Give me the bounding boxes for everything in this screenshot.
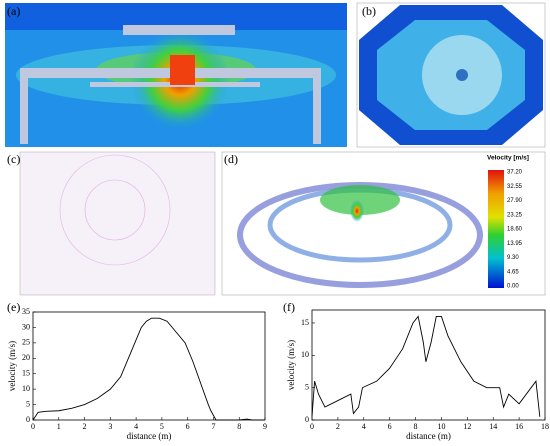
x-tick-label: 18 — [541, 422, 549, 431]
x-axis-label: distance (m) — [406, 431, 451, 441]
colorbar-tick: 18.60 — [507, 227, 523, 233]
data-line — [32, 317, 265, 421]
x-tick-label: 4 — [362, 422, 366, 431]
colorbar-title: Velocity [m/s] — [487, 155, 529, 162]
y-axis-label: velocity (m/s) — [286, 340, 296, 390]
y-tick-label: 35 — [22, 307, 30, 316]
cfd-top-view — [356, 2, 546, 148]
panel-label: (a) — [7, 4, 20, 18]
colorbar-tick: 27.90 — [507, 198, 523, 204]
x-tick-label: 3 — [108, 422, 112, 431]
x-tick-label: 6 — [388, 422, 392, 431]
x-tick-label: 16 — [515, 422, 523, 431]
data-line — [311, 315, 541, 417]
panel-label: (d) — [224, 152, 238, 166]
x-tick-label: 10 — [437, 422, 445, 431]
vector-field — [19, 151, 216, 296]
plot-frame — [32, 311, 266, 421]
plot-frame — [311, 309, 546, 421]
y-tick-label: 30 — [22, 322, 30, 331]
x-tick-label: 9 — [263, 422, 267, 431]
colorbar-tick: 37.20 — [507, 170, 523, 176]
colorbar-tick: 32.55 — [507, 184, 523, 190]
y-tick-label: 5 — [305, 382, 309, 391]
x-tick-label: 2 — [83, 422, 87, 431]
x-tick-label: 8 — [237, 422, 241, 431]
colorbar-tick: 0.00 — [507, 284, 519, 290]
x-tick-label: 5 — [160, 422, 164, 431]
x-tick-label: 2 — [336, 422, 340, 431]
y-tick-label: 0 — [305, 415, 309, 424]
colorbar-tick: 9.30 — [507, 255, 519, 261]
y-tick-label: 20 — [22, 353, 30, 362]
x-tick-label: 0 — [31, 422, 35, 431]
x-tick-label: 0 — [310, 422, 314, 431]
colorbar-tick: 23.25 — [507, 212, 523, 218]
y-tick-label: 0 — [26, 415, 30, 424]
y-tick-label: 10 — [301, 350, 309, 359]
colorbar-tick: 13.95 — [507, 241, 523, 247]
x-tick-label: 14 — [489, 422, 497, 431]
y-tick-label: 5 — [26, 399, 30, 408]
x-tick-label: 7 — [211, 422, 215, 431]
y-axis-label: velocity (m/s) — [7, 341, 17, 391]
panel-label: (f) — [283, 300, 295, 314]
x-tick-label: 12 — [463, 422, 471, 431]
x-tick-label: 1 — [57, 422, 61, 431]
y-tick-label: 10 — [22, 384, 30, 393]
x-tick-label: 6 — [186, 422, 190, 431]
y-tick-label: 15 — [22, 369, 30, 378]
colorbar-tick: 4.65 — [507, 269, 519, 275]
x-axis-label: distance (m) — [127, 431, 172, 441]
panel-label: (c) — [7, 152, 20, 166]
streamlines — [221, 151, 546, 296]
cfd-section — [5, 3, 347, 147]
panel-label: (e) — [7, 300, 20, 314]
panel-label: (b) — [362, 4, 376, 18]
y-tick-label: 15 — [301, 318, 309, 327]
x-tick-label: 8 — [414, 422, 418, 431]
y-tick-label: 25 — [22, 338, 30, 347]
x-tick-label: 4 — [134, 422, 138, 431]
